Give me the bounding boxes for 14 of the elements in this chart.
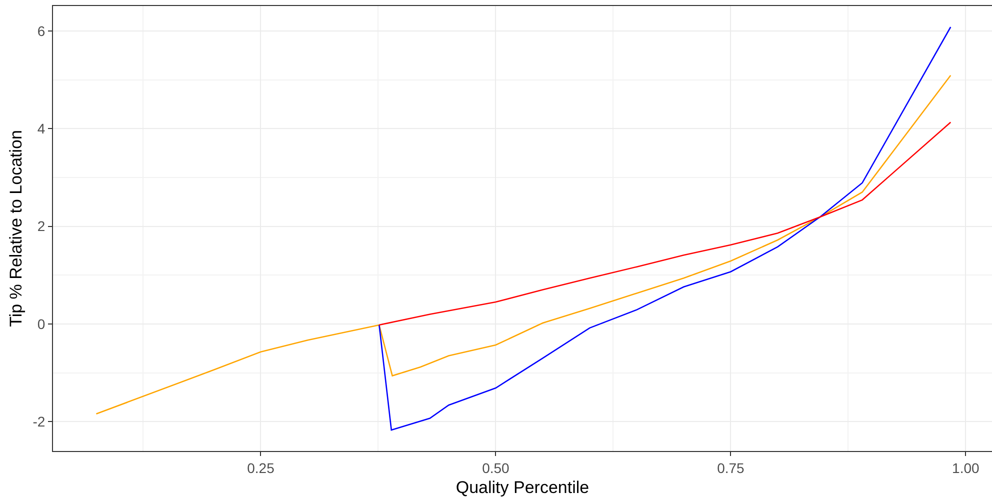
line-series (378, 26, 952, 431)
y-axis-title: Tip % Relative to Location (6, 130, 26, 327)
y-tick-label: 0 (37, 316, 46, 332)
line-series (378, 122, 952, 326)
x-tick-label: 0.50 (482, 460, 510, 476)
y-tick-label: -2 (32, 414, 46, 430)
y-tick-label: 4 (37, 120, 46, 137)
x-axis-title: Quality Percentile (456, 478, 590, 498)
y-tick-label: 2 (37, 218, 46, 234)
x-tick-label: 0.75 (717, 460, 745, 476)
y-tick-label: 6 (37, 22, 46, 39)
line-series (96, 74, 952, 415)
x-tick-label: 0.25 (247, 460, 275, 476)
x-tick-label: 1.00 (952, 460, 980, 476)
